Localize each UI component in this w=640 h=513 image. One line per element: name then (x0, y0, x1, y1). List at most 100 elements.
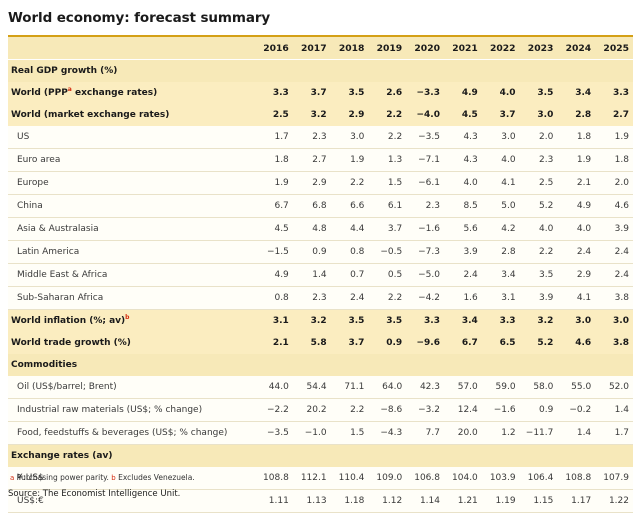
table-row: Oil (US$/barrel; Brent) 44.0 54.4 71.1 64.0 4… (8, 376, 633, 399)
year-header: 2021 (443, 37, 482, 60)
value-cell: 3.0 (330, 126, 369, 149)
source-note: Source: The Economist Intelligence Unit. (8, 489, 181, 499)
section-header-row: Exchange rates (av) (8, 444, 633, 467)
value-cell: 3.2 (519, 309, 558, 332)
value-cell: 3.0 (557, 309, 596, 332)
value-cell: 4.9 (557, 194, 596, 218)
value-cell: 4.0 (481, 148, 520, 172)
value-cell: 1.8 (255, 148, 293, 172)
value-cell: 1.7 (255, 126, 293, 149)
value-cell: 5.6 (443, 217, 482, 241)
value-cell: 1.9 (557, 148, 596, 172)
value-cell: 1.17 (557, 489, 596, 513)
value-cell: 2.4 (330, 286, 369, 310)
row-label: Sub-Saharan Africa (8, 286, 255, 310)
table-title: World economy: forecast summary (8, 10, 271, 26)
value-cell: 58.0 (519, 376, 558, 399)
row-label-text: World inflation (%; av) (11, 316, 126, 326)
value-cell: 109.0 (368, 467, 407, 490)
row-label-text: exchange rates) (71, 88, 158, 98)
value-cell: 0.5 (368, 263, 407, 287)
footnote-a-mark: a (10, 474, 15, 482)
value-cell: 6.5 (481, 332, 520, 354)
value-cell: 55.0 (557, 376, 596, 399)
value-cell: 3.1 (255, 309, 293, 332)
value-cell: 2.7 (292, 148, 331, 172)
value-cell: 2.9 (330, 104, 369, 126)
value-cell: 2.4 (557, 240, 596, 264)
value-cell: −8.6 (368, 398, 407, 422)
value-cell: −1.0 (292, 421, 331, 445)
table-row: Food, feedstuffs & beverages (US$; % cha… (8, 421, 633, 445)
value-cell: 4.2 (481, 217, 520, 241)
value-cell: 3.3 (255, 82, 293, 104)
table-row: Middle East & Africa 4.9 1.4 0.7 0.5 −5.0 2.4 3… (8, 263, 633, 287)
table-row: Latin America −1.5 0.9 0.8 −0.5 −7.3 3.9 2.8 2.2… (8, 240, 633, 264)
value-cell: 4.4 (330, 217, 369, 241)
year-header: 2017 (292, 37, 331, 60)
footnote-marker: a (67, 86, 72, 93)
value-cell: −3.2 (406, 398, 444, 422)
value-cell: 3.5 (519, 263, 558, 287)
value-cell: 44.0 (255, 376, 293, 399)
value-cell: −0.2 (557, 398, 596, 422)
value-cell: −1.5 (255, 240, 293, 264)
value-cell: 1.5 (330, 421, 369, 445)
value-cell: −1.6 (481, 398, 520, 422)
value-cell: 2.3 (406, 194, 444, 218)
value-cell: 5.2 (519, 332, 558, 354)
value-cell: 2.3 (519, 148, 558, 172)
value-cell: 3.4 (443, 309, 482, 332)
value-cell: 1.2 (481, 421, 520, 445)
row-label: Food, feedstuffs & beverages (US$; % cha… (8, 421, 255, 445)
value-cell: 1.12 (368, 489, 407, 513)
year-header: 2020 (406, 37, 444, 60)
row-label: Commodities (8, 354, 633, 376)
summary-row: World inflation (%; av)b 3.1 3.2 3.5 3.5 3.3 3… (8, 309, 633, 332)
table-row: China 6.7 6.8 6.6 6.1 2.3 8.5 5.0 5.2 4.9 4.6 (8, 194, 633, 218)
value-cell: 104.0 (443, 467, 482, 490)
value-cell: 0.7 (330, 263, 369, 287)
value-cell: 5.2 (519, 194, 558, 218)
value-cell: 5.8 (292, 332, 331, 354)
value-cell: 1.8 (595, 148, 633, 172)
value-cell: 3.9 (519, 286, 558, 310)
value-cell: 4.1 (557, 286, 596, 310)
year-header: 2018 (330, 37, 369, 60)
value-cell: 3.5 (330, 82, 369, 104)
value-cell: −5.0 (406, 263, 444, 287)
forecast-table-container: 2016 2017 2018 2019 2020 2021 2022 2023 2024 2025… (8, 35, 633, 513)
value-cell: 1.4 (595, 398, 633, 422)
value-cell: −3.3 (406, 82, 444, 104)
value-cell: 2.1 (255, 332, 293, 354)
value-cell: 1.4 (557, 421, 596, 445)
table-row: Europe 1.9 2.9 2.2 1.5 −6.1 4.0 4.1 2.5 2.1 2.0 (8, 171, 633, 195)
value-cell: −9.6 (406, 332, 444, 354)
value-cell: −4.3 (368, 421, 407, 445)
value-cell: 1.21 (443, 489, 482, 513)
value-cell: 1.9 (330, 148, 369, 172)
header-label-cell (8, 37, 255, 60)
year-header: 2024 (557, 37, 596, 60)
value-cell: 3.0 (481, 126, 520, 149)
value-cell: 7.7 (406, 421, 444, 445)
value-cell: 2.3 (292, 126, 331, 149)
value-cell: 2.7 (595, 104, 633, 126)
section-header-row: Real GDP growth (%) (8, 59, 633, 82)
footnotes: a Purchasing power parity. b Excludes Ve… (10, 473, 195, 482)
value-cell: 106.8 (406, 467, 444, 490)
value-cell: 4.5 (443, 104, 482, 126)
summary-row: World (PPPa exchange rates) 3.3 3.7 3.5 2.6−… (8, 82, 633, 104)
value-cell: 2.5 (519, 171, 558, 195)
value-cell: 1.22 (595, 489, 633, 513)
value-cell: 8.5 (443, 194, 482, 218)
value-cell: 1.15 (519, 489, 558, 513)
year-header: 2019 (368, 37, 407, 60)
value-cell: 1.19 (481, 489, 520, 513)
row-label: Euro area (8, 148, 255, 172)
value-cell: 107.9 (595, 467, 633, 490)
value-cell: 6.1 (368, 194, 407, 218)
value-cell: 2.2 (368, 126, 407, 149)
footnote-b-text: Excludes Venezuela. (115, 473, 195, 482)
value-cell: 2.6 (368, 82, 407, 104)
